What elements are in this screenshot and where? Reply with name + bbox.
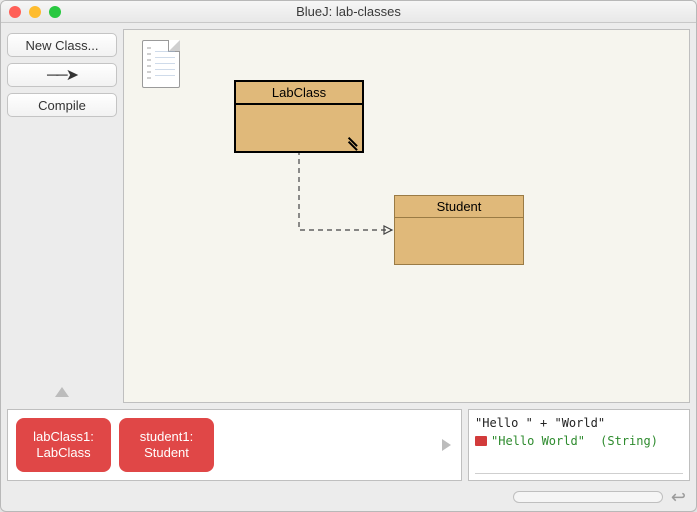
class-diagram-canvas[interactable]: LabClass Student [123, 29, 690, 403]
object-class: Student [144, 445, 189, 461]
class-box-student[interactable]: Student [394, 195, 524, 265]
run-tests-loop-icon[interactable]: ↩ [671, 487, 686, 508]
bench-expand-icon[interactable] [442, 439, 451, 451]
close-icon[interactable] [9, 6, 21, 18]
arrow-icon: ──➤ [47, 65, 77, 85]
class-box-labclass[interactable]: LabClass [234, 80, 364, 153]
titlebar[interactable]: BlueJ: lab-classes [1, 1, 696, 23]
sidebar: New Class... ──➤ Compile [7, 29, 117, 403]
object-class: LabClass [36, 445, 90, 461]
status-bar: ↩ [1, 487, 696, 511]
codepad-result[interactable]: "Hello World" (String) [475, 432, 683, 450]
window-title: BlueJ: lab-classes [1, 4, 696, 19]
expand-up-icon[interactable] [55, 387, 69, 397]
main-area: New Class... ──➤ Compile LabClass Student [1, 23, 696, 403]
codepad-result-value: "Hello World" [491, 432, 585, 450]
bottom-row: labClass1:LabClassstudent1:Student "Hell… [1, 403, 696, 487]
object-result-icon [475, 436, 487, 446]
app-window: BlueJ: lab-classes New Class... ──➤ Comp… [0, 0, 697, 512]
object-student[interactable]: student1:Student [119, 418, 214, 472]
codepad-result-type: (String) [600, 432, 658, 450]
codepad-input-line[interactable] [475, 473, 683, 474]
minimize-icon[interactable] [29, 6, 41, 18]
uncompiled-fold-icon [347, 136, 359, 148]
new-class-button[interactable]: New Class... [7, 33, 117, 57]
object-labclass[interactable]: labClass1:LabClass [16, 418, 111, 472]
object-name: student1: [140, 429, 194, 445]
zoom-icon[interactable] [49, 6, 61, 18]
class-name-label: LabClass [236, 82, 362, 105]
code-pad[interactable]: "Hello " + "World" "Hello World" (String… [468, 409, 690, 481]
compile-button[interactable]: Compile [7, 93, 117, 117]
progress-bar [513, 491, 663, 503]
object-bench[interactable]: labClass1:LabClassstudent1:Student [7, 409, 462, 481]
class-name-label: Student [395, 196, 523, 218]
object-name: labClass1: [33, 429, 94, 445]
readme-document-icon[interactable] [142, 40, 180, 88]
dependency-arrow-button[interactable]: ──➤ [7, 63, 117, 87]
codepad-expression: "Hello " + "World" [475, 414, 683, 432]
traffic-lights [9, 6, 61, 18]
